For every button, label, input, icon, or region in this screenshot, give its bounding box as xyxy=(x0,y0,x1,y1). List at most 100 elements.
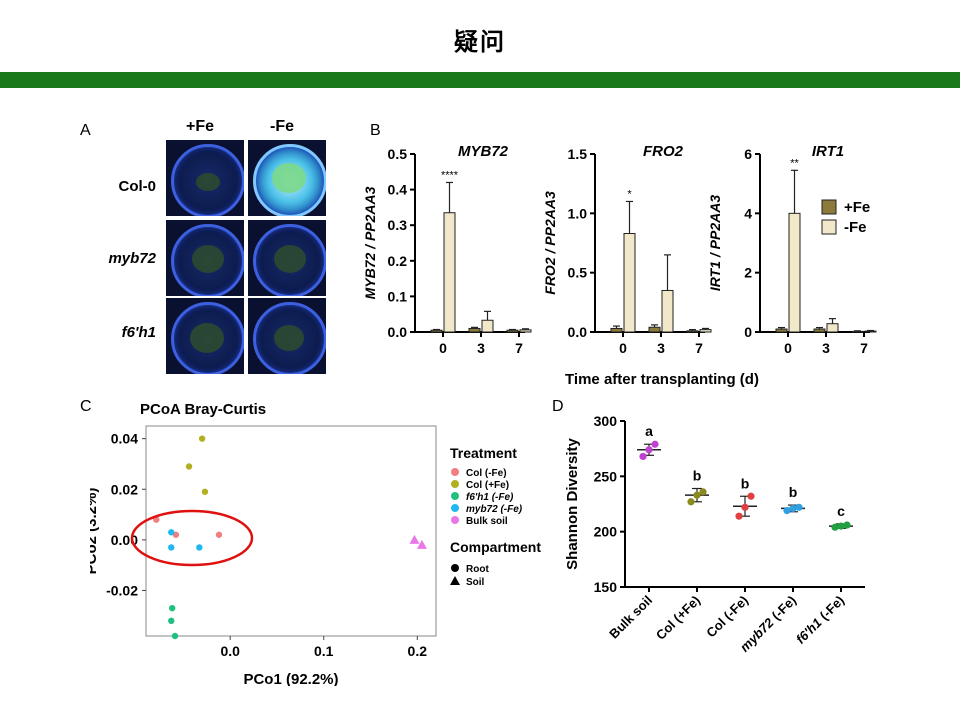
legend-label: Col (+Fe) xyxy=(466,480,509,491)
data-point xyxy=(198,435,206,442)
y-tick-label: 1.0 xyxy=(568,205,588,221)
data-point xyxy=(747,492,755,500)
data-point xyxy=(783,507,791,515)
y-tick-label: 0.5 xyxy=(388,146,408,162)
data-point xyxy=(172,531,180,538)
x-tick-label: 7 xyxy=(695,340,703,356)
x-tick-label: Col (-Fe) xyxy=(703,593,751,641)
bar-chart-fro2: 0.0 0.5 1.0 1.5 FRO2 FRO2 / PP2AA3 0 3 7 * xyxy=(542,143,712,356)
plate-photo-grid xyxy=(166,140,326,374)
data-point xyxy=(185,463,193,470)
panel-b-letter: B xyxy=(370,122,381,139)
bar-plusfe xyxy=(813,328,826,333)
expression-bar-charts: 0.0 0.1 0.2 0.3 0.4 0.5 MYB72 MYB72 / PP2AA3 0 3 7… xyxy=(362,143,877,388)
data-point xyxy=(168,617,175,625)
legend-root-marker xyxy=(451,564,459,572)
y-tick-label: 0.5 xyxy=(568,265,588,281)
significance-letter: c xyxy=(837,503,845,519)
plate-photo-col0-plus-fe xyxy=(166,140,244,216)
panel-c-letter: C xyxy=(80,398,92,415)
significance-letter: b xyxy=(789,484,798,500)
title-divider-bar xyxy=(0,72,960,88)
x-tick-label: f6'h1 (-Fe) xyxy=(793,593,847,647)
x-tick-label: 7 xyxy=(515,340,523,356)
data-point xyxy=(196,544,203,551)
y-axis-label: FRO2 / PP2AA3 xyxy=(542,191,558,295)
data-point xyxy=(699,488,707,496)
col-label-plus-fe: +Fe xyxy=(186,118,215,135)
x-tick-label: Bulk soil xyxy=(606,593,655,642)
x-tick-label: 0.1 xyxy=(314,643,334,659)
y-tick-label: 150 xyxy=(594,579,618,595)
significance-letter: b xyxy=(693,468,702,484)
bar-minusfe xyxy=(443,212,456,333)
bar-minusfe xyxy=(519,329,532,333)
row-label-myb72: myb72 xyxy=(108,250,156,267)
chart-title: MYB72 xyxy=(458,143,509,160)
legend-label-soil: Soil xyxy=(466,577,485,588)
legend-label: f6'h1 (-Fe) xyxy=(466,492,514,503)
legend-swatch xyxy=(451,468,459,476)
x-axis-label: PCo1 (92.2%) xyxy=(243,671,338,686)
x-tick-label: 0 xyxy=(784,340,792,356)
legend-label-root: Root xyxy=(466,564,489,575)
y-tick-label: 300 xyxy=(594,413,618,429)
panel-a-letter: A xyxy=(80,122,91,139)
plate-photo-f6h1-minus-fe xyxy=(248,298,326,374)
plate-photo-col0-minus-fe xyxy=(248,140,326,216)
panel-d-letter: D xyxy=(552,398,564,415)
data-point xyxy=(693,491,701,499)
legend-label: Bulk soil xyxy=(466,516,508,527)
y-tick-label: 0.04 xyxy=(111,431,138,447)
bar-minusfe xyxy=(864,330,877,333)
y-tick-label: 200 xyxy=(594,524,618,540)
y-tick-label: 250 xyxy=(594,468,618,484)
data-point xyxy=(831,523,839,531)
data-point xyxy=(687,498,695,506)
legend-label-1: -Fe xyxy=(844,219,867,236)
data-point xyxy=(171,632,179,640)
col-label-minus-fe: -Fe xyxy=(270,118,294,135)
significance-marker: ** xyxy=(790,157,799,169)
y-tick-label: -0.02 xyxy=(106,582,138,598)
row-label-col0: Col-0 xyxy=(118,178,157,195)
bar-plusfe xyxy=(648,326,661,333)
y-tick-label: 2 xyxy=(744,265,752,281)
data-point xyxy=(201,488,209,495)
bar-chart-myb72: 0.0 0.1 0.2 0.3 0.4 0.5 MYB72 MYB72 / PP2AA3 0 3 7… xyxy=(362,143,532,356)
y-tick-label: 1.5 xyxy=(568,146,588,162)
legend-title-treatment: Treatment xyxy=(450,445,517,461)
y-tick-label: 0 xyxy=(744,324,752,340)
plate-photo-f6h1-plus-fe xyxy=(166,298,244,374)
bar-plusfe xyxy=(851,330,864,333)
y-axis-label: MYB72 / PP2AA3 xyxy=(362,186,378,299)
bar-chart-irt1: 0 2 4 6 IRT1 IRT1 / PP2AA3 0 3 7 ** xyxy=(707,143,877,356)
data-point xyxy=(789,504,797,513)
significance-letter: a xyxy=(645,423,653,439)
legend-label: Col (-Fe) xyxy=(466,468,507,479)
legend-swatch xyxy=(451,504,459,512)
y-tick-label: 0.3 xyxy=(388,217,408,233)
legend-swatch xyxy=(451,492,459,500)
y-tick-label: 0.2 xyxy=(388,253,408,269)
data-point xyxy=(795,503,803,511)
bar-plusfe xyxy=(610,327,623,333)
x-tick-label: 0.2 xyxy=(408,643,428,659)
x-tick-label: Col (+Fe) xyxy=(653,593,703,643)
bar-plusfe xyxy=(506,329,519,333)
plot-area xyxy=(145,425,437,637)
y-tick-label: 0.02 xyxy=(111,481,138,497)
bar-plusfe xyxy=(430,329,443,333)
legend-swatch xyxy=(451,516,459,524)
plate-photo-myb72-minus-fe xyxy=(248,220,326,296)
significance-letter: b xyxy=(741,475,750,491)
data-point xyxy=(645,446,653,454)
shannon-diversity-chart: 150 200 250 300 Shannon Diversity a Bulk soil b… xyxy=(564,413,865,655)
legend-swatch xyxy=(451,480,459,488)
bar-minusfe xyxy=(661,289,674,333)
y-tick-label: 4 xyxy=(744,205,752,221)
data-point xyxy=(168,529,175,536)
y-tick-label: 6 xyxy=(744,146,752,162)
bar-minusfe xyxy=(788,212,801,333)
legend-label-0: +Fe xyxy=(844,199,870,216)
